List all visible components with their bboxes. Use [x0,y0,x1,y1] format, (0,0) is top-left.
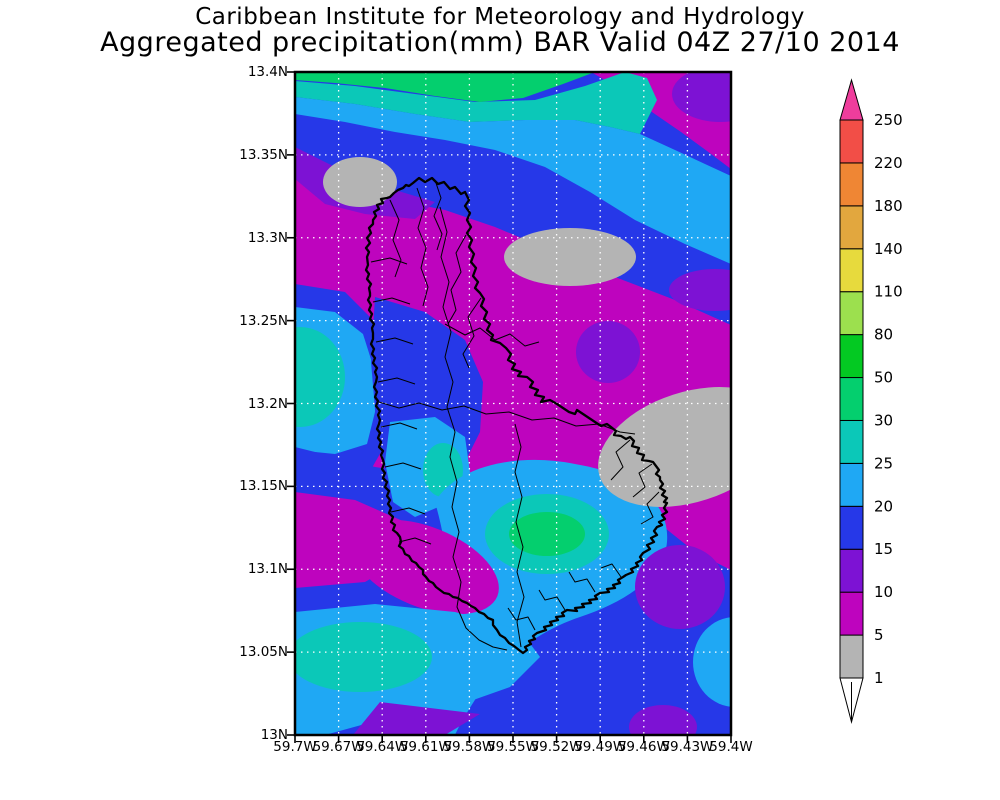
lon-label-59.49W: 59.49W [574,739,627,755]
band-20-25mm-north [295,97,731,264]
colorbar-label-180: 180 [874,197,903,215]
patch-10-15mm-east-edge [669,269,731,311]
lat-label-13.2N: 13.2N [247,395,288,412]
colorbar-label-5: 5 [874,626,884,644]
lon-label-59.67W: 59.67W [312,739,365,755]
barbados-coastline [364,176,669,655]
lon-label-59.58W: 59.58W [443,739,496,755]
patch-10-15mm-east [576,321,640,383]
lon-label-59.4W: 59.4W [709,739,753,755]
patch-5-10mm-west-edge [295,492,413,588]
lon-label-59.52W: 59.52W [530,739,583,755]
dry-patch-1-5mm-northeast [504,228,636,286]
dry-patch-1-5mm-northwest [323,157,397,207]
colorbar-cell-5-10 [839,591,864,636]
colorbar-label-30: 30 [874,411,893,429]
lon-label-59.61W: 59.61W [399,739,452,755]
colorbar-label-15: 15 [874,540,893,558]
lon-label-59.64W: 59.64W [356,739,409,755]
colorbar-label-140: 140 [874,240,903,258]
precip-map [287,70,733,743]
colorbar-arrow-top [839,78,864,121]
colorbar-label-220: 220 [874,154,903,172]
colorbar-cell-180-220 [839,162,864,207]
watershed-boundaries [370,179,660,651]
patch-10-15mm-northeast-corner [672,72,731,122]
colorbar-scale [839,78,864,724]
lat-label-13.3N: 13.3N [247,229,288,246]
barbados-island [364,176,669,655]
colorbar-cell-30-50 [839,377,864,421]
colorbar-label-10: 10 [874,583,893,601]
colorbar-cell-80-110 [839,291,864,336]
colorbar-cell-10-15 [839,548,864,593]
colorbar-cell-15-20 [839,505,864,550]
lat-label-13.4N: 13.4N [247,64,288,80]
lon-label-59.7W: 59.7W [273,739,317,755]
colorbar-label-110: 110 [874,283,903,301]
colorbar-cell-140-180 [839,205,864,250]
dry-patch-1-5mm-eastcoast [598,387,731,507]
lon-label-59.43W: 59.43W [661,739,714,755]
band-30-50mm-north [295,72,595,102]
colorbar-cell-1-5 [839,634,864,679]
colorbar-label-25: 25 [874,454,893,472]
lat-label-13N: 13N [260,727,288,743]
patch-10-15mm-southeast-corner [629,705,697,735]
colorbar-label-80: 80 [874,326,893,344]
page-subtitle: Aggregated precipitation(mm) BAR Valid 0… [100,27,900,58]
colorbar-label-250: 250 [874,111,903,129]
lat-label-13.05N: 13.05N [239,644,288,661]
map-border [293,70,733,737]
colorbar-cell-110-140 [839,248,864,293]
axis-ticks [287,71,732,743]
max-30-50mm-southcentral [509,512,585,556]
lon-label-59.46W: 59.46W [617,739,670,755]
colorbar-cell-50-80 [839,334,864,379]
lat-label-13.25N: 13.25N [239,312,288,329]
colorbar-cell-220-250 [839,119,864,164]
patch-20-25mm-southeast-edge [693,617,731,707]
colorbar-label-50: 50 [874,369,893,387]
band-25-30mm-north [295,72,657,134]
lat-label-13.1N: 13.1N [247,561,288,578]
page-title: Caribbean Institute for Meteorology and … [195,4,805,30]
patch-10-15mm-southeast [635,545,725,629]
lat-label-13.35N: 13.35N [239,146,288,163]
lon-label-59.55W: 59.55W [487,739,539,755]
patch-10-15mm-south-edge [353,702,480,735]
colorbar-label-20: 20 [874,497,893,515]
lat-label-13.15N: 13.15N [239,478,288,495]
colorbar-label-1: 1 [874,669,884,687]
patch-25-30mm-southwest [295,622,432,692]
colorbar-cell-20-25 [839,462,864,507]
patch-25-30mm-west-edge [295,327,345,427]
colorbar-cell-25-30 [839,419,864,464]
